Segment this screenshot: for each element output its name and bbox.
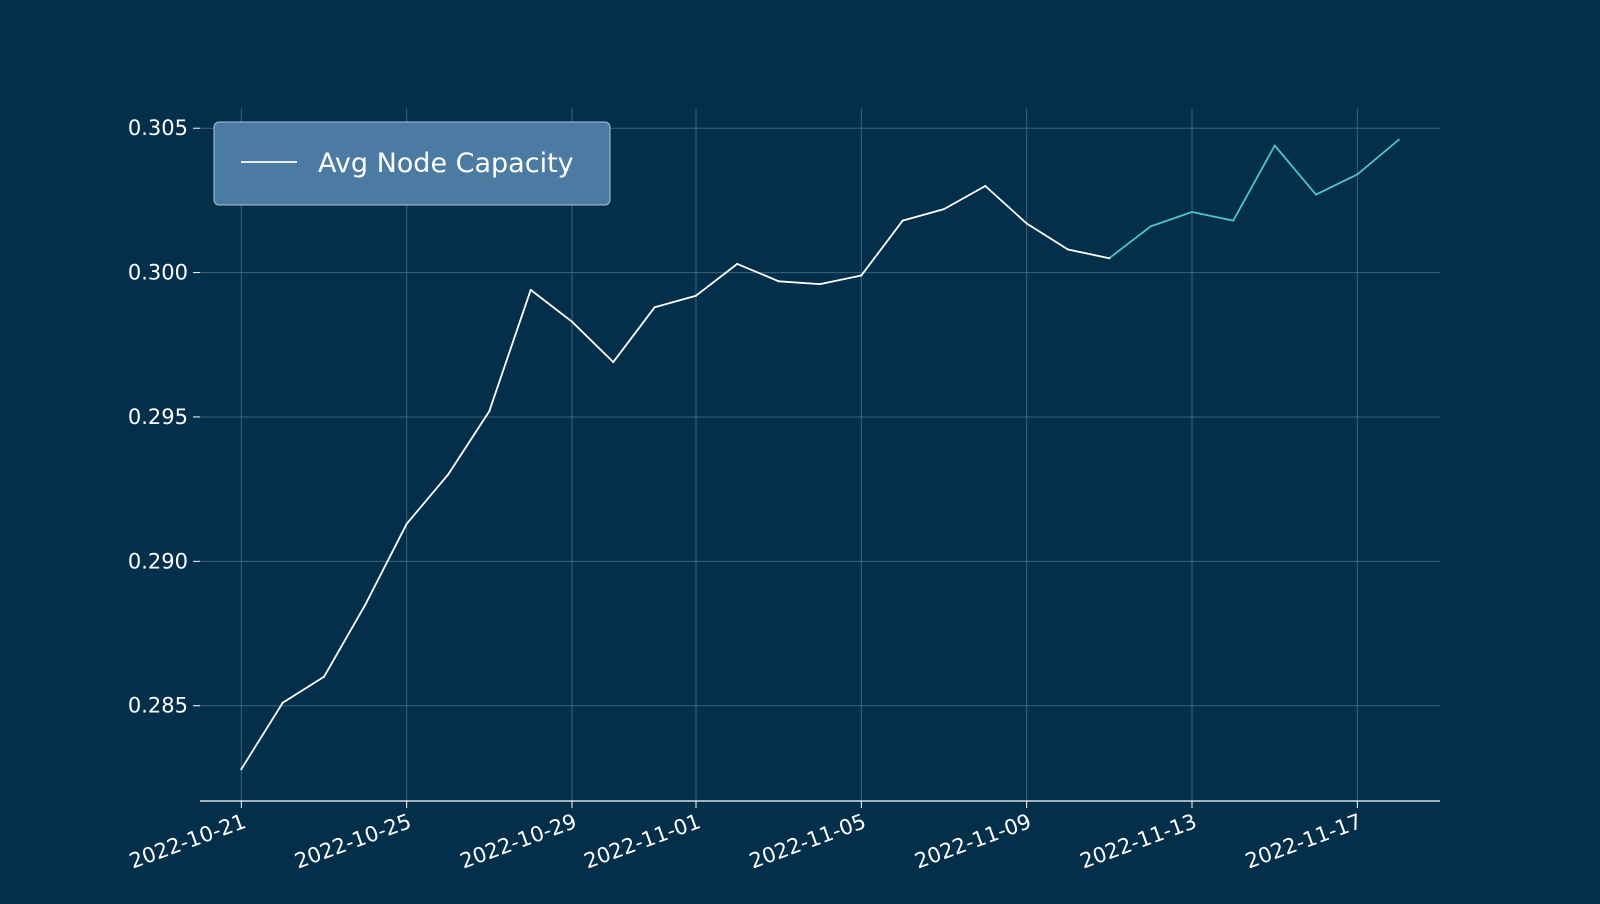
data-point bbox=[488, 410, 491, 413]
data-point bbox=[901, 219, 904, 222]
series-line-highlight bbox=[1108, 139, 1400, 259]
y-tick-label: 0.300 bbox=[128, 261, 188, 285]
data-point bbox=[240, 768, 243, 771]
data-point bbox=[819, 283, 821, 286]
y-tick-label: 0.305 bbox=[128, 116, 188, 140]
data-point bbox=[943, 208, 945, 211]
data-point bbox=[1025, 222, 1028, 225]
y-tick-label: 0.295 bbox=[128, 405, 188, 429]
data-point bbox=[323, 675, 325, 678]
data-point bbox=[653, 306, 656, 309]
data-point bbox=[1191, 211, 1193, 213]
series-line bbox=[240, 185, 1110, 770]
data-point bbox=[1315, 193, 1317, 196]
y-tick-label: 0.290 bbox=[128, 549, 188, 573]
data-point bbox=[1149, 225, 1152, 228]
data-point bbox=[447, 473, 449, 476]
data-point bbox=[364, 603, 367, 606]
data-point bbox=[529, 288, 532, 291]
legend-box bbox=[213, 121, 611, 206]
legend: Avg Node Capacity bbox=[213, 121, 611, 206]
data-point bbox=[860, 274, 863, 277]
data-point bbox=[1067, 248, 1069, 251]
data-point bbox=[695, 294, 697, 297]
data-point bbox=[405, 522, 408, 525]
data-point bbox=[1273, 144, 1276, 147]
data-point bbox=[984, 185, 987, 187]
data-point bbox=[281, 701, 284, 704]
data-point bbox=[1397, 138, 1400, 141]
data-point bbox=[736, 262, 739, 265]
data-point bbox=[1108, 257, 1111, 260]
data-point bbox=[1356, 173, 1359, 176]
data-point bbox=[571, 320, 573, 323]
y-tick-label: 0.285 bbox=[128, 694, 188, 718]
data-point bbox=[612, 361, 615, 364]
data-point bbox=[777, 280, 780, 283]
legend-label: Avg Node Capacity bbox=[318, 148, 574, 179]
data-point bbox=[1232, 219, 1235, 222]
